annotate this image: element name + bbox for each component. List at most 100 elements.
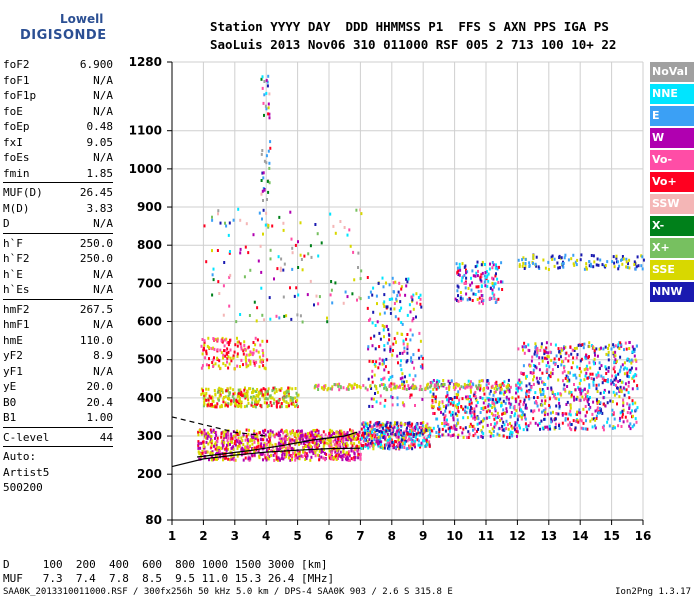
echo-dot xyxy=(374,364,377,368)
echo-dot xyxy=(604,264,607,267)
echo-dot xyxy=(584,414,587,418)
echo-dot xyxy=(488,392,491,396)
echo-dot xyxy=(564,412,567,416)
echo-dot xyxy=(240,400,243,404)
echo-dot xyxy=(565,412,568,416)
echo-dot xyxy=(545,364,548,368)
echo-dot xyxy=(489,397,492,401)
echo-dot xyxy=(474,274,477,278)
echo-dot xyxy=(380,424,383,428)
echo-dot xyxy=(380,446,383,450)
echo-dot xyxy=(346,233,349,237)
echo-dot xyxy=(227,389,229,393)
echo-dot xyxy=(623,372,626,376)
echo-dot xyxy=(313,441,316,445)
echo-dot xyxy=(245,428,248,432)
echo-dot xyxy=(287,448,290,452)
echo-dot xyxy=(253,363,256,367)
echo-dot xyxy=(222,400,225,404)
echo-dot xyxy=(640,264,643,268)
echo-dot xyxy=(432,392,435,396)
echo-dot xyxy=(469,408,472,412)
echo-dot xyxy=(594,426,597,430)
echo-dot xyxy=(534,346,537,350)
echo-dot xyxy=(633,354,636,358)
echo-dot xyxy=(334,450,337,454)
echo-dot xyxy=(391,353,394,357)
echo-dot xyxy=(266,80,269,84)
echo-dot xyxy=(486,423,489,427)
echo-dot xyxy=(198,429,201,432)
echo-dot xyxy=(294,449,297,453)
echo-dot xyxy=(272,453,275,457)
echo-dot xyxy=(346,295,349,299)
echo-dot xyxy=(434,399,437,403)
echo-dot xyxy=(585,419,587,423)
echo-dot xyxy=(389,421,392,425)
echo-dot xyxy=(203,431,206,435)
echo-dot xyxy=(394,440,397,443)
echo-dot xyxy=(471,269,474,273)
echo-dot xyxy=(423,436,426,440)
echo-dot xyxy=(254,405,257,409)
echo-dot xyxy=(234,401,237,405)
echo-dot xyxy=(537,423,539,427)
y-tick-label: 300 xyxy=(137,429,162,443)
echo-dot xyxy=(511,431,514,435)
param-value: 250.0 xyxy=(79,252,113,265)
echo-dot xyxy=(356,444,359,448)
echo-dot xyxy=(197,450,200,454)
echo-dot xyxy=(245,365,248,369)
echo-dot xyxy=(492,434,495,438)
echo-dot xyxy=(403,404,406,408)
echo-dot xyxy=(415,315,417,319)
echo-dot xyxy=(386,444,389,448)
echo-dot xyxy=(430,429,433,433)
echo-dot xyxy=(242,433,245,437)
echo-dot xyxy=(198,452,201,456)
echo-dot xyxy=(570,366,573,370)
x-tick-label: 16 xyxy=(635,529,652,543)
echo-dot xyxy=(419,422,422,425)
echo-dot xyxy=(466,270,469,274)
param-value: N/A xyxy=(93,73,113,87)
echo-dot xyxy=(322,456,325,460)
echo-dot xyxy=(528,349,531,353)
echo-dot xyxy=(266,179,269,183)
echo-dot xyxy=(269,257,272,261)
echo-dot xyxy=(297,452,300,456)
echo-dot xyxy=(211,215,213,219)
echo-dot xyxy=(496,432,499,436)
legend-item: SSW xyxy=(650,194,694,214)
echo-dot xyxy=(581,343,584,347)
echo-dot xyxy=(579,378,582,382)
echo-dot xyxy=(458,401,461,405)
echo-dot xyxy=(584,405,587,408)
echo-dot xyxy=(216,390,219,394)
echo-dot xyxy=(218,451,220,455)
echo-dot xyxy=(497,287,500,291)
echo-dot xyxy=(417,443,420,447)
echo-dot xyxy=(400,425,403,429)
echo-dot xyxy=(255,394,258,397)
echo-dot xyxy=(328,453,331,457)
echo-dot xyxy=(505,385,508,389)
echo-dot xyxy=(344,290,347,294)
echo-dot xyxy=(558,426,561,430)
echo-dot xyxy=(252,436,255,439)
echo-dot xyxy=(619,385,622,389)
echo-dot xyxy=(249,387,252,391)
echo-dot xyxy=(436,379,439,383)
echo-dot xyxy=(211,450,214,454)
echo-dot xyxy=(263,401,266,405)
echo-dot xyxy=(296,394,299,398)
param-value: 26.45 xyxy=(79,186,113,199)
echo-dot xyxy=(259,343,262,347)
echo-dot xyxy=(249,268,252,272)
echo-dot xyxy=(461,276,464,280)
echo-dot xyxy=(229,273,232,277)
echo-dot xyxy=(612,343,615,347)
echo-dot xyxy=(626,371,629,375)
echo-dot xyxy=(403,350,406,354)
echo-dot xyxy=(282,221,285,225)
